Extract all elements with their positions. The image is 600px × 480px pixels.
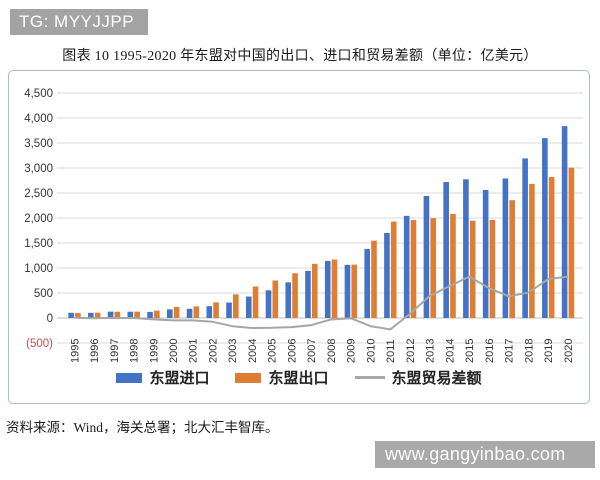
balance-series-swatch bbox=[354, 376, 385, 379]
svg-text:2005: 2005 bbox=[267, 339, 279, 363]
svg-text:1997: 1997 bbox=[109, 339, 121, 363]
header-badge-text: TG: MYYJJPP bbox=[19, 12, 135, 31]
svg-text:4,500: 4,500 bbox=[24, 88, 53, 100]
watermark-text: www.gangyinbao.com bbox=[385, 444, 566, 464]
source-note: 资料来源：Wind，海关总署；北大汇丰智库。 bbox=[6, 420, 279, 435]
chart-frame: (500) 0 500 1,000 1,500 2,000 2,500 3,000 3,500 4… bbox=[8, 70, 590, 404]
svg-text:2016: 2016 bbox=[484, 339, 496, 363]
svg-text:(500): (500) bbox=[26, 338, 53, 350]
svg-text:2009: 2009 bbox=[346, 339, 358, 363]
legend-label-balance: 东盟贸易差额 bbox=[391, 371, 482, 387]
svg-text:0: 0 bbox=[47, 313, 53, 325]
svg-text:2007: 2007 bbox=[306, 339, 318, 363]
import-series-swatch bbox=[116, 372, 143, 383]
svg-text:2013: 2013 bbox=[425, 339, 437, 363]
svg-text:2002: 2002 bbox=[207, 339, 219, 363]
legend-label-exports: 东盟出口 bbox=[268, 371, 329, 387]
svg-text:2000: 2000 bbox=[168, 339, 180, 363]
svg-text:2006: 2006 bbox=[286, 339, 298, 363]
svg-text:2011: 2011 bbox=[385, 339, 397, 363]
svg-text:2014: 2014 bbox=[444, 339, 456, 363]
svg-text:2018: 2018 bbox=[523, 339, 535, 363]
svg-text:2001: 2001 bbox=[188, 339, 200, 363]
svg-text:500: 500 bbox=[34, 288, 53, 300]
svg-text:2004: 2004 bbox=[247, 339, 259, 363]
svg-text:2015: 2015 bbox=[464, 339, 476, 363]
svg-text:1999: 1999 bbox=[148, 339, 160, 363]
svg-text:2003: 2003 bbox=[227, 339, 239, 363]
chart-canvas: (500) 0 500 1,000 1,500 2,000 2,500 3,000 3,500 4… bbox=[24, 88, 583, 363]
svg-text:2,000: 2,000 bbox=[24, 213, 53, 225]
svg-text:2010: 2010 bbox=[365, 339, 377, 363]
svg-text:3,000: 3,000 bbox=[24, 163, 53, 175]
svg-text:1,500: 1,500 bbox=[24, 238, 53, 250]
svg-text:4,000: 4,000 bbox=[24, 113, 53, 125]
svg-text:2020: 2020 bbox=[563, 339, 575, 363]
svg-text:3,500: 3,500 bbox=[24, 138, 53, 150]
svg-text:1,000: 1,000 bbox=[24, 263, 53, 275]
legend-label-imports: 东盟进口 bbox=[149, 371, 210, 387]
svg-text:2008: 2008 bbox=[326, 339, 338, 363]
legend-item-exports: 东盟出口 bbox=[235, 367, 329, 388]
export-series-swatch bbox=[235, 372, 262, 383]
svg-text:1998: 1998 bbox=[129, 339, 141, 363]
svg-text:1996: 1996 bbox=[89, 339, 101, 363]
chart-legend: 东盟进口 东盟出口 东盟贸易差额 bbox=[9, 367, 589, 388]
svg-text:2017: 2017 bbox=[504, 339, 516, 363]
figure-title: 图表 10 1995-2020 年东盟对中国的出口、进口和贸易差额（单位：亿美元… bbox=[62, 49, 538, 64]
header-badge: TG: MYYJJPP bbox=[10, 9, 149, 35]
svg-text:2,500: 2,500 bbox=[24, 188, 53, 200]
svg-text:2012: 2012 bbox=[405, 339, 417, 363]
svg-text:2019: 2019 bbox=[543, 339, 555, 363]
legend-item-imports: 东盟进口 bbox=[116, 367, 209, 388]
svg-text:1995: 1995 bbox=[69, 339, 81, 363]
legend-item-balance: 东盟贸易差额 bbox=[354, 367, 482, 388]
watermark-badge: www.gangyinbao.com bbox=[375, 441, 595, 468]
